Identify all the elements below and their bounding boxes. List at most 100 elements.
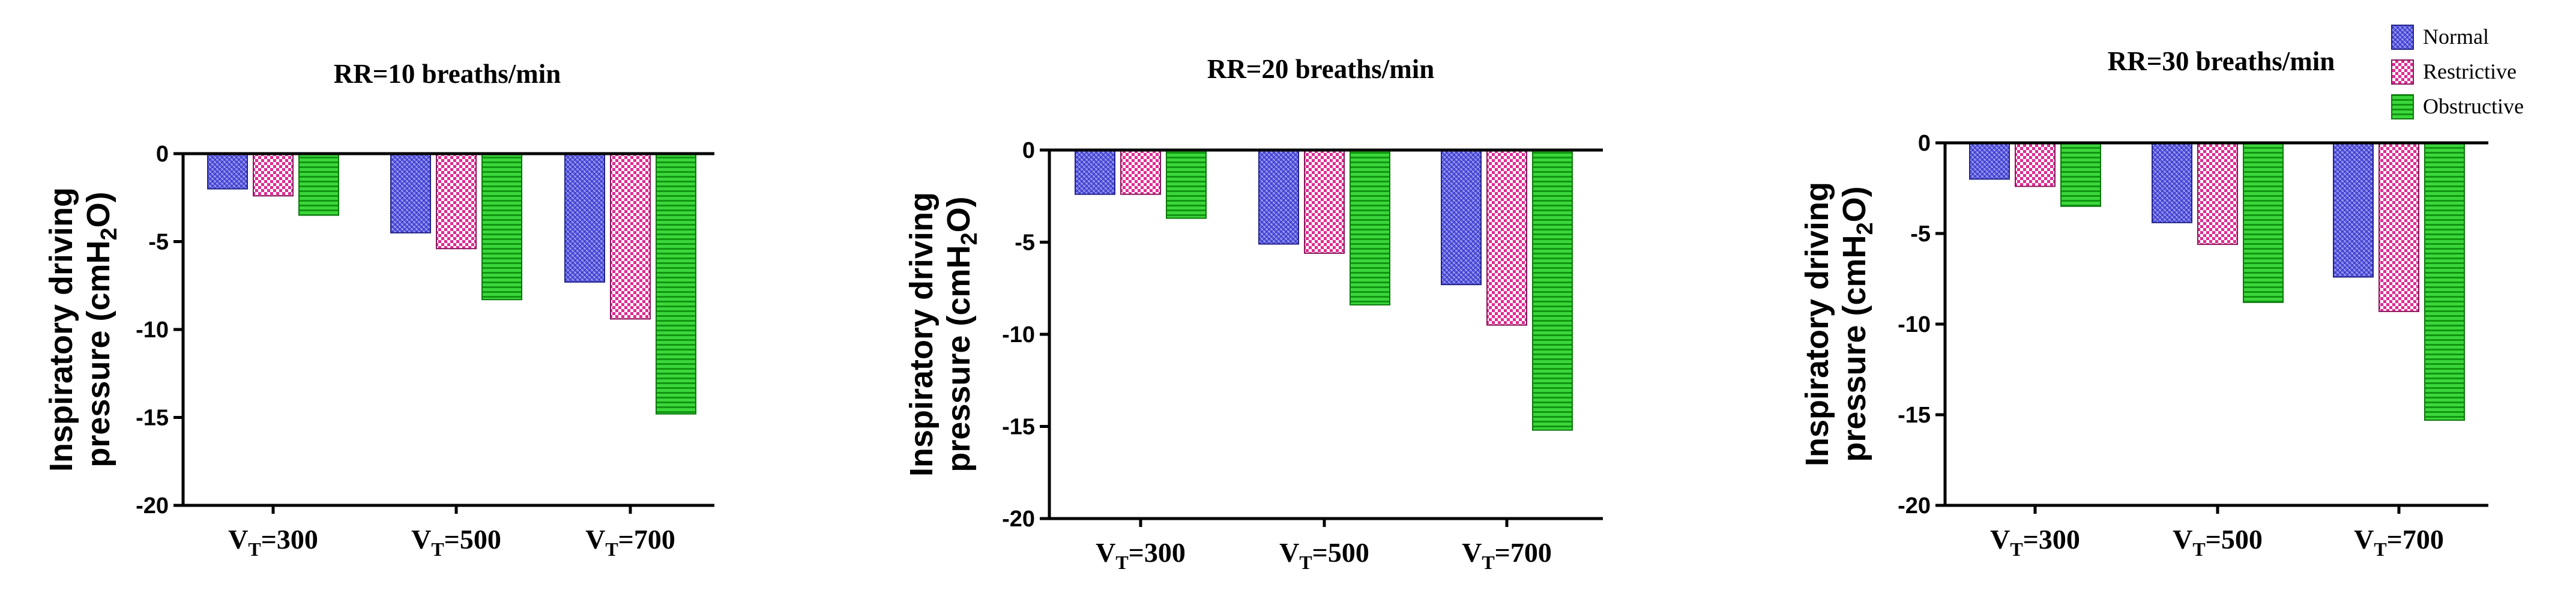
chart-title: RR=30 breaths/min (2108, 46, 2335, 76)
legend-label-restrictive: Restrictive (2423, 59, 2517, 83)
bar-normal-1 (207, 153, 248, 190)
bar-restrictive-2 (1304, 149, 1345, 254)
x-tick-label-subscript: T (431, 538, 444, 560)
x-tick-label-main: V (1462, 537, 1482, 568)
bar-obstructive-1 (298, 153, 339, 216)
x-tick-label-main: V (411, 524, 431, 555)
legend-swatch-obstructive (2391, 94, 2414, 119)
x-tick-label-rest: =300 (1129, 537, 1186, 568)
x-tick-label-subscript: T (1482, 552, 1494, 573)
y-axis-label-line2: pressure (cmH (1836, 235, 1872, 462)
y-tick-label: -15 (1898, 403, 1931, 428)
legend-swatch-normal (2391, 25, 2414, 50)
legend: Normal Restrictive Obstructive (2391, 25, 2524, 119)
y-axis-label: Inspiratory drivingpressure (cmH2O) (903, 192, 982, 477)
bar-restrictive-3 (1486, 149, 1527, 326)
bar-obstructive-3 (1532, 149, 1573, 431)
x-tick-label-main: V (2173, 524, 2192, 555)
y-tick-label: -10 (136, 318, 169, 343)
x-tick-label: VT=500 (411, 524, 501, 560)
legend-swatch-restrictive (2391, 59, 2414, 85)
y-tick-label: -20 (136, 493, 169, 519)
bar-normal-3 (2333, 142, 2374, 278)
y-axis-label-line2: pressure (cmH (941, 245, 977, 472)
y-axis-label-subscript: 2 (1853, 222, 1878, 235)
y-axis-label: Inspiratory drivingpressure (cmH2O) (43, 187, 122, 472)
x-tick-label-subscript: T (2192, 538, 2205, 560)
bar-restrictive-3 (2378, 142, 2419, 312)
y-axis-label-subscript: 2 (97, 227, 122, 240)
bar-obstructive-2 (2243, 142, 2284, 303)
x-tick-label-rest: =500 (444, 524, 501, 555)
y-axis-label-line1: Inspiratory driving (903, 192, 940, 477)
bar-restrictive-1 (1120, 149, 1161, 195)
x-tick-label-main: V (1279, 537, 1299, 568)
x-tick-label-rest: =300 (2023, 524, 2080, 555)
y-axis-label-line1: Inspiratory driving (1799, 182, 1835, 466)
x-tick-label: VT=700 (1462, 537, 1552, 573)
legend-label-obstructive: Obstructive (2423, 94, 2524, 118)
y-axis-label-line2-end: O) (1836, 186, 1872, 222)
y-axis-label-line2-end: O) (80, 191, 116, 227)
x-tick-label-rest: =700 (2387, 524, 2444, 555)
x-tick-label: VT=300 (1990, 524, 2080, 560)
x-tick-label-main: V (585, 524, 605, 555)
bar-obstructive-3 (2424, 142, 2465, 421)
y-tick-label: -15 (1002, 415, 1035, 440)
y-tick-label: 0 (156, 142, 169, 167)
y-axis-label-line1: Inspiratory driving (43, 187, 79, 472)
x-tick-label-subscript: T (1299, 552, 1312, 573)
x-tick-label-main: V (1096, 537, 1115, 568)
bar-normal-2 (1258, 149, 1299, 245)
bar-restrictive-3 (610, 153, 651, 320)
x-tick-label-rest: =700 (618, 524, 675, 555)
chart-panel-3: RR=30 breaths/min Inspiratory drivingpres… (1799, 46, 2488, 560)
y-axis-label: Inspiratory drivingpressure (cmH2O) (1799, 182, 1878, 466)
bar-normal-3 (564, 153, 605, 283)
y-tick-label: -15 (136, 406, 169, 431)
x-tick-label-rest: =500 (1312, 537, 1369, 568)
y-tick-label: -5 (1015, 230, 1035, 256)
bar-obstructive-2 (481, 153, 522, 301)
bar-obstructive-1 (2060, 142, 2101, 207)
bar-obstructive-3 (656, 153, 696, 415)
bar-restrictive-1 (2015, 142, 2056, 187)
x-tick-label: VT=300 (228, 524, 318, 560)
bar-normal-2 (2152, 142, 2192, 223)
y-axis-label-line2: pressure (cmH (80, 240, 116, 467)
x-tick-label: VT=500 (1279, 537, 1369, 573)
bar-restrictive-1 (253, 153, 294, 197)
bar-obstructive-2 (1350, 149, 1390, 306)
x-tick-label-subscript: T (605, 538, 618, 560)
x-tick-label-rest: =300 (261, 524, 318, 555)
y-tick-label: 0 (1022, 138, 1035, 163)
chart-panel-2: RR=20 breaths/min Inspiratory drivingpres… (903, 54, 1603, 573)
legend-label-normal: Normal (2423, 25, 2489, 49)
x-tick-label-subscript: T (1115, 552, 1128, 573)
x-tick-label-main: V (2354, 524, 2374, 555)
x-tick-label-rest: =500 (2206, 524, 2263, 555)
x-tick-label: VT=700 (2354, 524, 2444, 560)
y-tick-label: -20 (1002, 507, 1035, 532)
x-tick-label-subscript: T (248, 538, 261, 560)
y-tick-label: -5 (1910, 221, 1931, 247)
x-tick-label-subscript: T (2374, 538, 2386, 560)
x-tick-label: VT=300 (1096, 537, 1186, 573)
y-tick-label: -10 (1898, 312, 1931, 337)
x-tick-label-main: V (228, 524, 248, 555)
x-tick-label: VT=500 (2173, 524, 2263, 560)
y-tick-label: -10 (1002, 322, 1035, 348)
x-tick-label-main: V (1990, 524, 2010, 555)
x-tick-label: VT=700 (585, 524, 675, 560)
y-tick-label: -5 (148, 230, 169, 255)
chart-title: RR=20 breaths/min (1207, 54, 1435, 84)
bar-normal-2 (390, 153, 431, 233)
bar-normal-3 (1441, 149, 1482, 286)
y-axis-label-subscript: 2 (957, 232, 982, 245)
y-tick-label: 0 (1918, 131, 1931, 156)
bar-normal-1 (1075, 149, 1115, 195)
chart-panel-1: RR=10 breaths/min Inspiratory drivingpres… (43, 59, 714, 560)
bar-obstructive-1 (1166, 149, 1207, 219)
y-tick-label: -20 (1898, 493, 1931, 519)
